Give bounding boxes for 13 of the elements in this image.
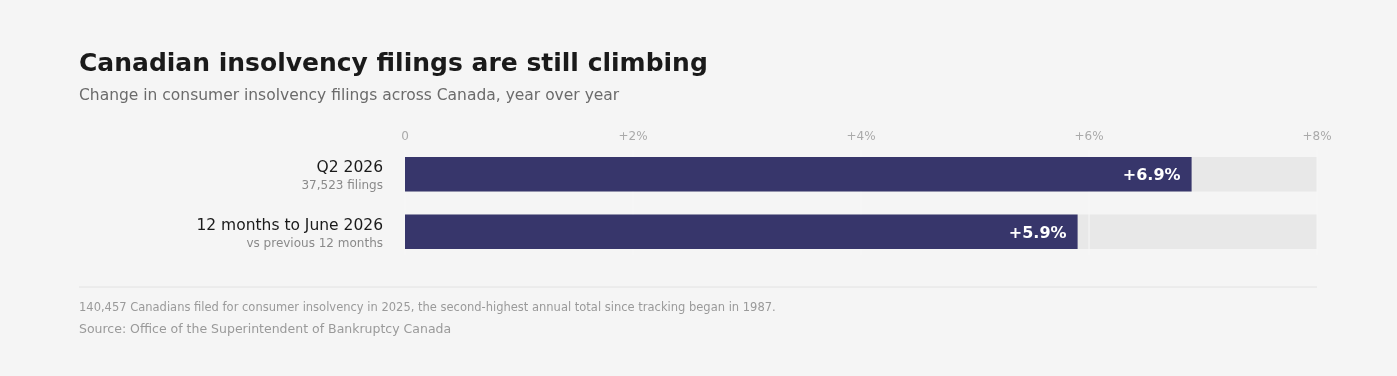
text: 140,457 Canadians filed for consumer insolvency in 2025, the second-highest annual total since tracking began in 1987. — [79, 300, 776, 314]
chart-subtitle: Change in consumer insolvency filings across Canada, year over year — [79, 86, 620, 104]
x-tick-label: +4% — [846, 129, 876, 143]
data-label: +5.9% — [1008, 222, 1067, 242]
y-tick-label: Q2 2026 37,523 filings — [301, 158, 383, 193]
y-tick-label: 12 months to June 2026 vs previous 12 months — [196, 215, 383, 250]
x-tick-label: +8% — [1302, 129, 1332, 143]
x-tick-label: 0 — [401, 129, 409, 143]
source-note: Source: Office of the Superintendent of Bankruptcy Canada — [79, 321, 452, 336]
x-tick-label: +6% — [1074, 129, 1104, 143]
x-tick-label: +2% — [618, 129, 648, 143]
chart-title: Canadian insolvency filings are still climbing — [79, 48, 708, 77]
data-label: +6.9% — [1122, 165, 1181, 185]
